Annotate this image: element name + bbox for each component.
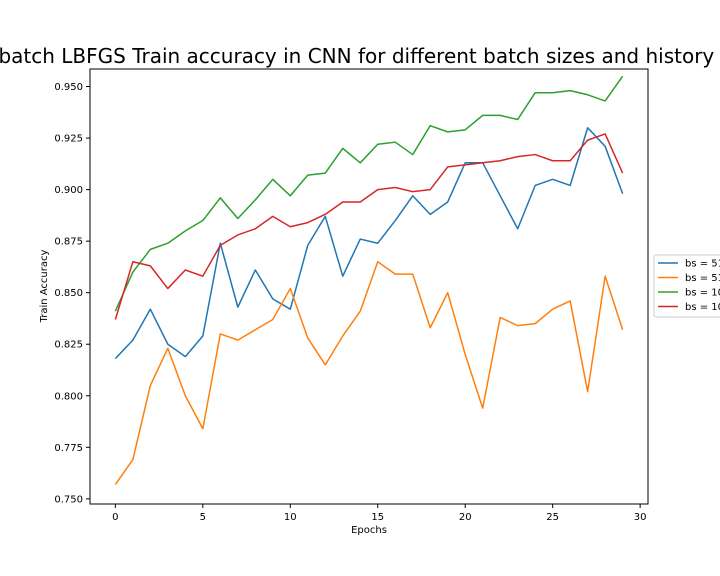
legend-box (653, 254, 720, 318)
x-tick-label: 30 (634, 512, 647, 523)
y-tick-label: 0.950 (54, 82, 83, 93)
x-tick-label: 10 (284, 512, 297, 523)
series-line-1 (114, 127, 624, 360)
legend: bs = 51 bs = 51 bs = 10 bs = 10 (653, 254, 720, 318)
x-axis: 0 5 10 15 20 25 30 (112, 504, 646, 523)
y-tick-label: 0.925 (54, 134, 83, 145)
x-tick-label: 20 (459, 512, 472, 523)
y-tick-label: 0.850 (54, 288, 83, 299)
y-tick-label: 0.775 (54, 443, 83, 454)
series-line-3 (114, 75, 624, 312)
series-line-2 (114, 261, 624, 485)
y-axis-label: Train Accuracy (39, 250, 50, 324)
y-axis: 0.750 0.775 0.800 0.825 0.850 0.875 0.900 0.925… (54, 82, 90, 505)
series-line-4 (114, 133, 624, 320)
x-tick-label: 15 (371, 512, 384, 523)
legend-label-4: bs = 10 (685, 302, 720, 313)
x-tick-label: 5 (200, 512, 206, 523)
y-tick-label: 0.875 (54, 237, 83, 248)
plot-frame (89, 68, 649, 505)
y-tick-label: 0.825 (54, 340, 83, 351)
chart-title: Mini-batch LBFGS Train accuracy in CNN f… (0, 44, 720, 68)
x-tick-label: 0 (112, 512, 118, 523)
x-axis-label: Epochs (351, 525, 387, 536)
legend-label-3: bs = 10 (685, 288, 720, 299)
x-tick-label: 25 (546, 512, 559, 523)
plot-area: 0 5 10 15 20 25 30 0.7500.7750.8000.8250.8500.… (54, 68, 649, 523)
y-tick-label: 0.800 (54, 391, 83, 402)
legend-label-1: bs = 51 (685, 259, 720, 270)
y-tick-label: 0.750 (54, 494, 83, 505)
y-tick-label: 0.900 (54, 185, 83, 196)
series-layer (114, 75, 624, 485)
legend-label-2: bs = 51 (685, 273, 720, 284)
